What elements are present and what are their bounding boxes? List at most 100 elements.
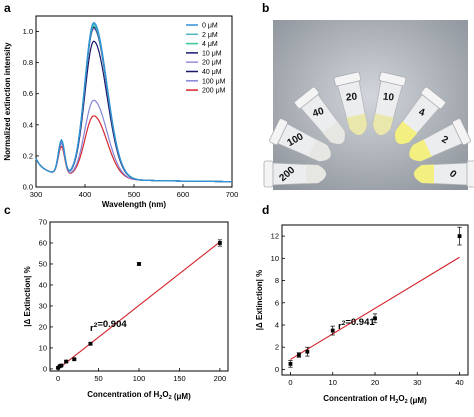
vial: 4: [394, 86, 446, 145]
panel-letter-c: c: [4, 203, 11, 217]
vial-cap: [378, 71, 407, 87]
y-tick-label: 0.8: [23, 58, 33, 67]
data-point: [88, 341, 93, 346]
r-squared-label: r2=0.941: [338, 317, 375, 332]
vial-cap: [466, 160, 474, 188]
y-tick-label: 50: [39, 259, 47, 268]
legend-label: 40 μM: [202, 69, 222, 76]
vial: 40: [294, 86, 346, 145]
data-point: [457, 234, 462, 239]
vial: 20: [333, 71, 368, 136]
vial-cap: [420, 86, 446, 110]
plot-frame: [49, 221, 229, 372]
x-tick-label: 300: [30, 190, 43, 199]
vial-label: 20: [345, 91, 358, 103]
fit-line: [290, 256, 460, 360]
x-tick-label: 0: [288, 378, 292, 387]
vial-cap: [294, 86, 320, 110]
x-tick-label: 700: [226, 190, 239, 199]
vial-liquid: [372, 113, 394, 136]
x-tick-label: 50: [94, 374, 102, 383]
y-tick-label: 1.0: [23, 27, 33, 36]
y-tick-label: 0.4: [23, 120, 33, 129]
x-tick-label: 100: [133, 374, 146, 383]
data-point: [288, 361, 293, 366]
vial-liquid: [322, 121, 345, 145]
vial-label: 40: [311, 106, 325, 120]
x-axis-title: Concentration of H2O2 (μM): [323, 394, 427, 405]
y-tick-label: 10: [271, 254, 279, 263]
data-point: [72, 357, 77, 362]
legend-label: 20 μM: [202, 60, 222, 67]
vial-cap: [333, 71, 362, 87]
y-tick-label: 0.0: [23, 183, 33, 192]
y-tick-label: 60: [39, 238, 47, 247]
x-tick-label: 200: [214, 374, 227, 383]
x-axis-title: Concentration of H2O2 (μM): [87, 390, 191, 401]
panel-letter-b: b: [262, 1, 269, 15]
legend-label: 10 μM: [202, 50, 222, 57]
y-tick-label: 0.6: [23, 89, 33, 98]
vial-liquid: [308, 139, 331, 162]
legend-label: 0 μM: [202, 23, 218, 30]
panel-c-calibration-chart: c 0 50 100 150 200 0 10 20 30 40 50 60 70 Concentratio…: [4, 203, 229, 401]
data-point: [64, 359, 69, 364]
legend-label: 200 μM: [202, 88, 226, 95]
y-axis-title: Normalized extinction intensity: [3, 42, 12, 161]
y-tick-label: 2: [275, 343, 279, 352]
y-tick-label: 4: [275, 321, 279, 330]
data-point: [373, 316, 377, 321]
y-tick-label: 12: [271, 232, 279, 241]
legend-label: 2 μM: [202, 32, 218, 39]
vial-label: 0: [447, 168, 459, 180]
y-tick-label: 70: [39, 218, 47, 227]
spectrum-line: [35, 99, 233, 183]
y-tick-label: 8: [275, 276, 279, 285]
panel-letter-a: a: [4, 1, 11, 15]
x-axis-title: Wavelength (nm): [102, 200, 166, 209]
vial-liquid: [409, 139, 432, 162]
vial-liquid: [414, 164, 434, 184]
vial-label: 4: [417, 107, 426, 119]
vial: 0: [413, 160, 474, 188]
y-tick-label: 30: [39, 301, 47, 310]
panel-a-spectra-chart: a 300 400 500 600 700 0.0 0.2 0.4 0.6 0.8 1.0 Wavele…: [3, 1, 238, 209]
y-tick-label: 20: [39, 322, 47, 331]
y-tick-label: 0: [43, 364, 47, 373]
data-point: [218, 241, 222, 245]
vial-liquid: [306, 164, 326, 184]
vial-cap: [269, 118, 288, 146]
x-tick-label: 400: [79, 190, 92, 199]
x-tick-label: 600: [177, 190, 190, 199]
data-point: [297, 353, 301, 357]
fit-line: [57, 241, 221, 370]
vial-liquid: [395, 121, 418, 145]
panel-d-calibration-chart: d 0 10 20 30 40 0 2 4 6 8 10 12 Concentration of H2O2…: [255, 203, 469, 405]
y-tick-label: 0.2: [23, 151, 33, 160]
vial: 200: [263, 160, 327, 188]
data-point: [305, 349, 310, 354]
legend-label: 4 μM: [202, 41, 218, 48]
data-point: [137, 262, 141, 266]
vial: 2: [408, 118, 471, 162]
data-point: [59, 363, 64, 368]
y-tick-label: 10: [39, 343, 47, 352]
panel-letter-d: d: [262, 203, 269, 217]
x-tick-label: 30: [413, 378, 421, 387]
x-tick-label: 500: [128, 190, 141, 199]
vial-liquid: [346, 113, 368, 136]
legend-label: 100 μM: [202, 78, 226, 85]
y-tick-label: 6: [275, 298, 279, 307]
spectrum-line: [35, 115, 233, 183]
r-squared-label: r2=0.904: [90, 319, 127, 334]
vial-cap: [263, 160, 274, 188]
plot-frame: [281, 224, 469, 376]
spectrum-line: [35, 21, 233, 183]
vial: 100: [269, 118, 332, 162]
vial-label: 10: [382, 91, 395, 103]
x-tick-label: 10: [329, 378, 337, 387]
vial-label: 2: [439, 134, 450, 147]
y-axis-title: |Δ Extinction| %: [23, 266, 32, 326]
